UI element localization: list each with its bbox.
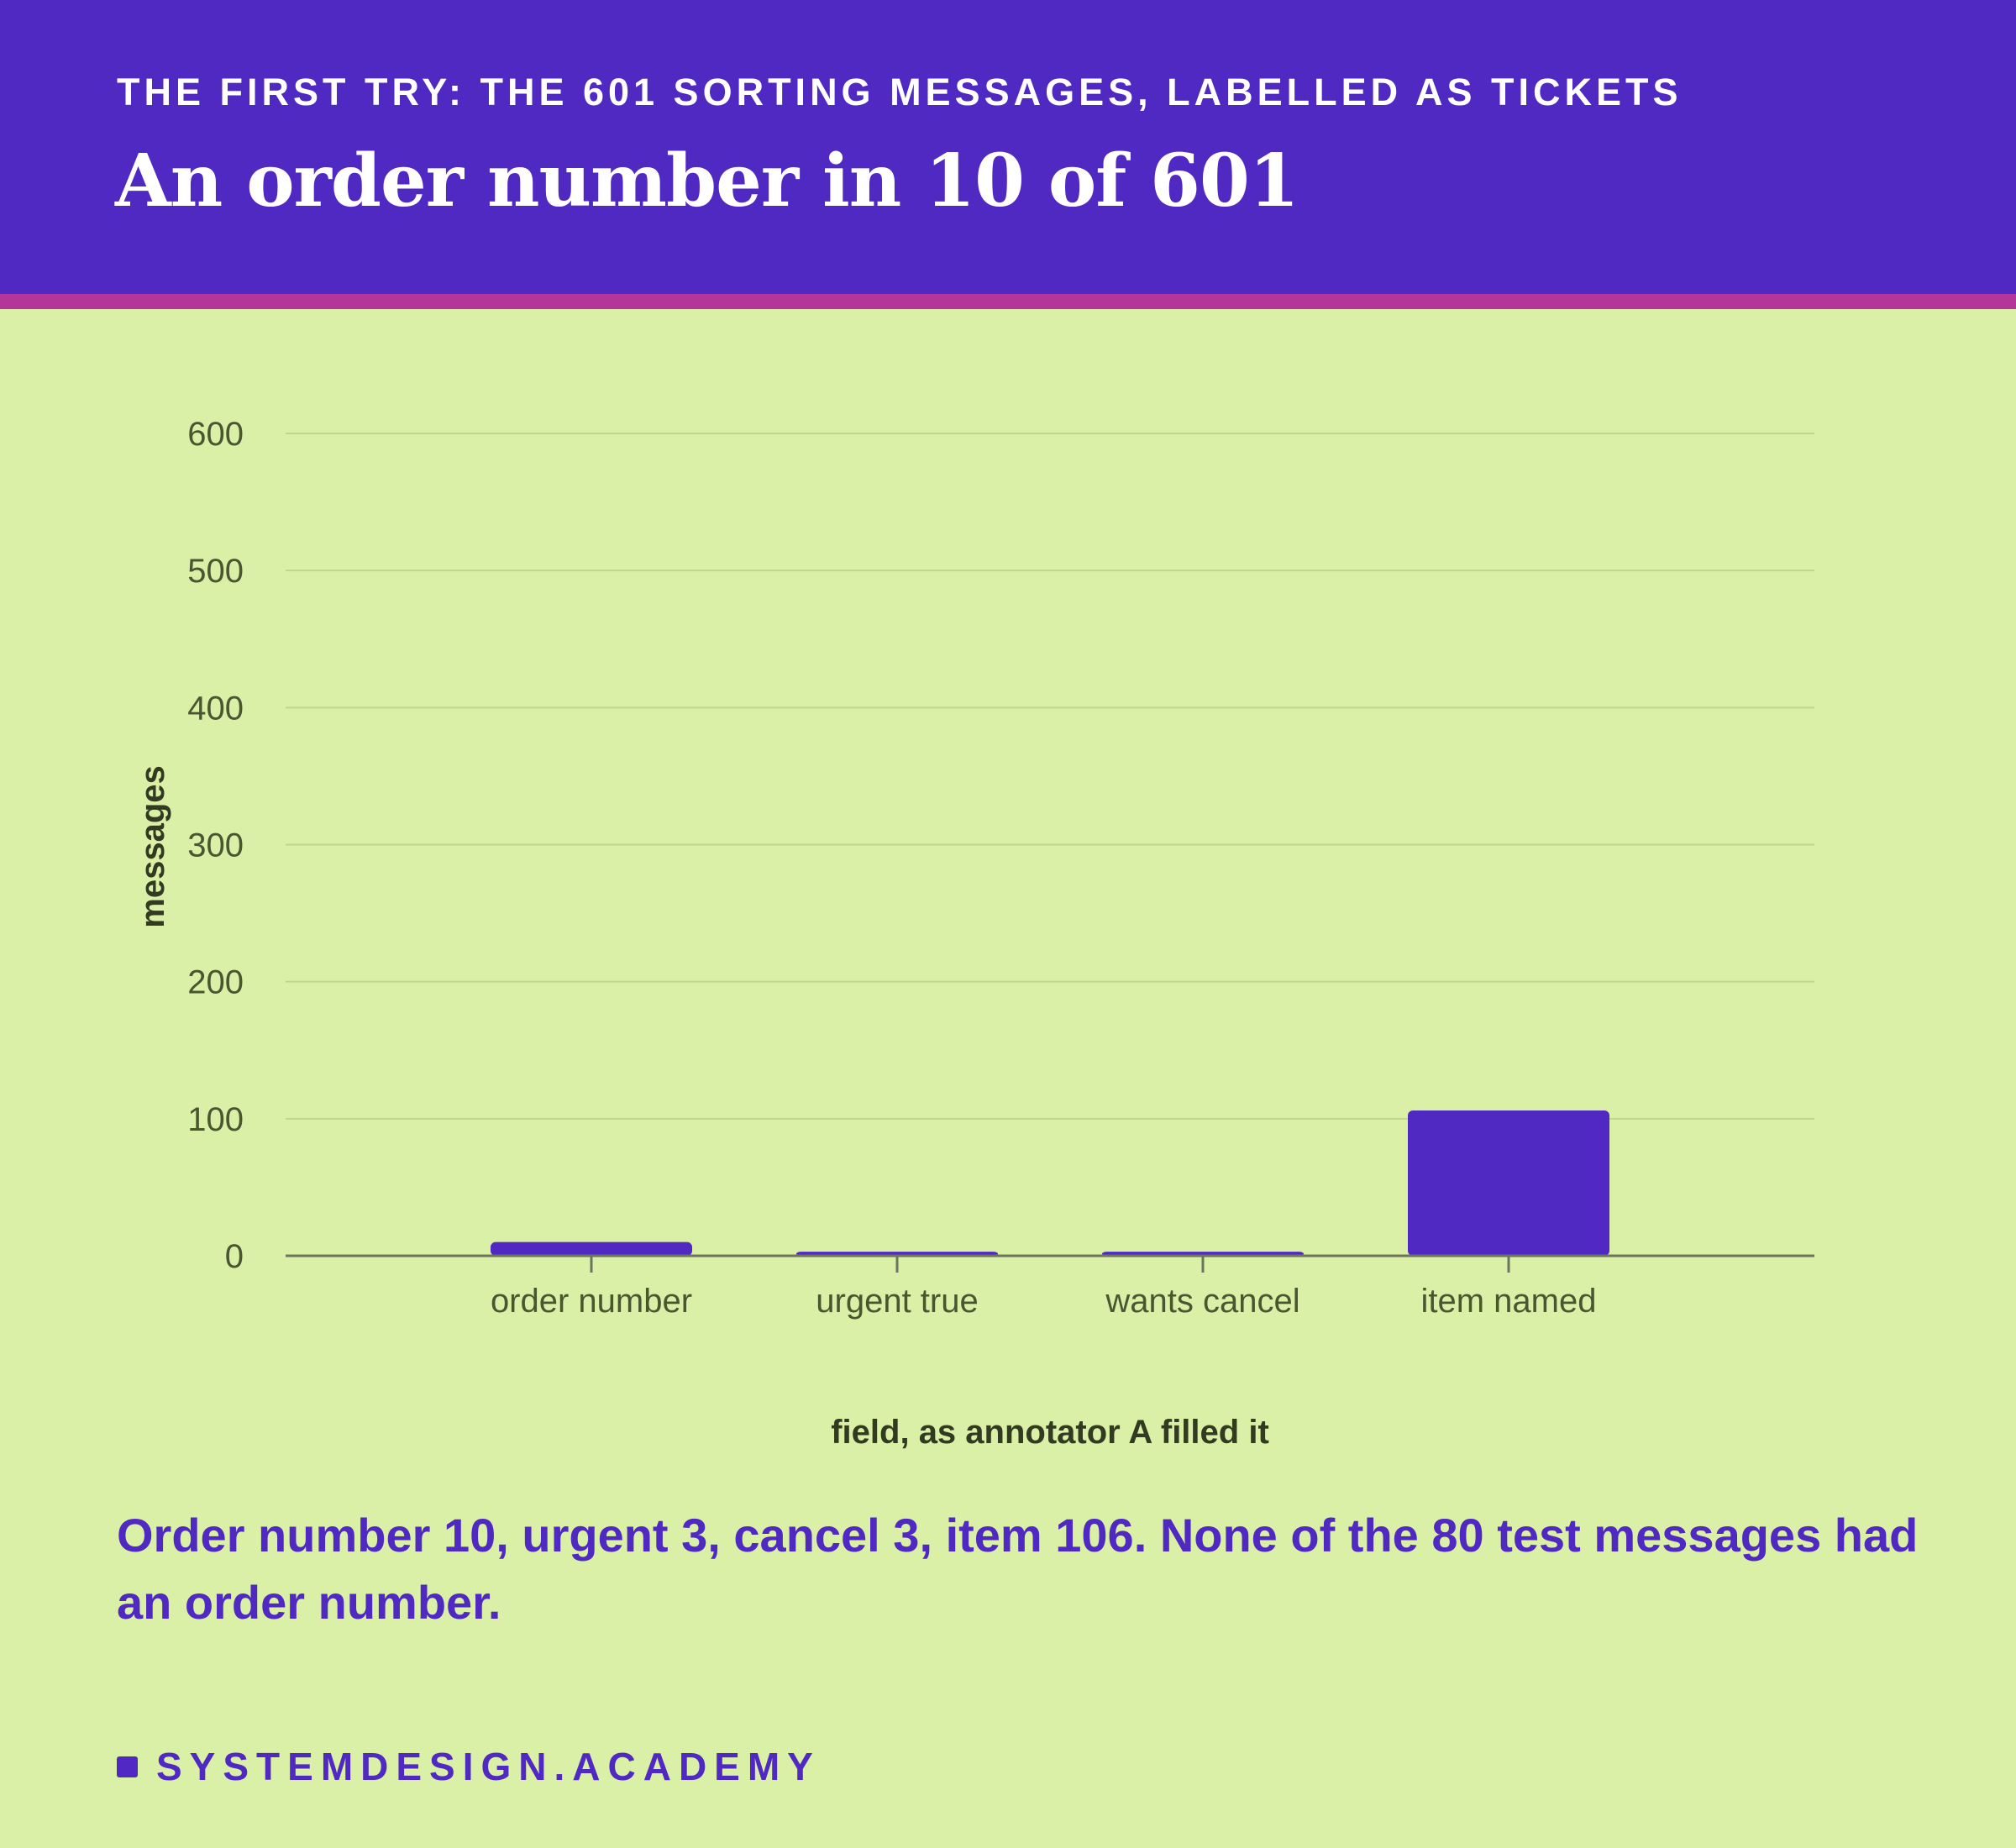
bar-chart: 0 100 200 300 400 500 600 order number urgent t…: [134, 416, 1814, 1451]
brand-square-icon: [117, 1756, 138, 1777]
x-tick-label: order number: [491, 1283, 692, 1320]
caption-text: Order number 10, urgent 3, cancel 3, ite…: [117, 1509, 1919, 1629]
y-tick-label: 200: [187, 964, 244, 1001]
y-tick-label: 0: [225, 1238, 244, 1275]
y-tick-label: 500: [187, 553, 244, 590]
brand-name: SYSTEMDESIGN.ACADEMY: [156, 1745, 821, 1788]
grid-lines: [286, 433, 1814, 1120]
y-tick-label: 400: [187, 690, 244, 727]
x-axis-label: field, as annotator A filled it: [831, 1414, 1269, 1451]
y-tick-label: 100: [187, 1101, 244, 1138]
brand-footer: SYSTEMDESIGN.ACADEMY: [117, 1744, 821, 1789]
x-tick-label: urgent true: [816, 1283, 978, 1320]
y-axis-label: messages: [134, 765, 171, 927]
y-tick-label: 300: [187, 827, 244, 864]
bar-item-named: [1408, 1110, 1609, 1256]
x-tick-labels: order number urgent true wants cancel item …: [491, 1256, 1597, 1320]
page-title: An order number in 10 of 601: [115, 139, 1299, 223]
y-tick-labels: 0 100 200 300 400 500 600: [187, 416, 244, 1275]
x-tick-label: item named: [1421, 1283, 1597, 1320]
header-banner: THE FIRST TRY: THE 601 SORTING MESSAGES,…: [0, 0, 2016, 294]
y-tick-label: 600: [187, 416, 244, 453]
x-tick-label: wants cancel: [1105, 1283, 1299, 1320]
accent-stripe: [0, 294, 2016, 309]
bar-order-number: [491, 1242, 692, 1256]
eyebrow-text: THE FIRST TRY: THE 601 SORTING MESSAGES,…: [117, 71, 1683, 113]
bars: [491, 1110, 1609, 1256]
